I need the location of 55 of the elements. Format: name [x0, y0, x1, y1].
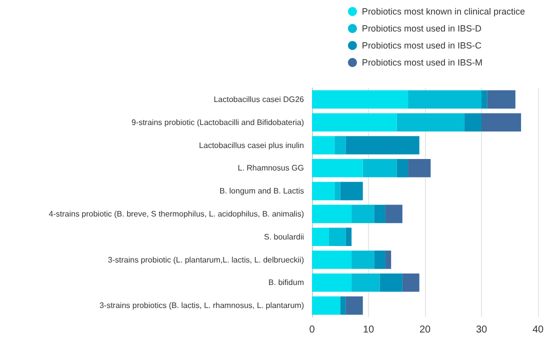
bar — [312, 182, 335, 200]
bar — [312, 296, 340, 315]
bar — [312, 113, 397, 132]
bar — [487, 90, 516, 109]
x-tick-label: 10 — [362, 324, 374, 336]
x-tick-label: 20 — [419, 324, 431, 336]
y-tick-label: B. bifidum — [268, 278, 304, 288]
bar — [362, 158, 397, 178]
bar — [385, 204, 402, 224]
bar — [352, 204, 374, 224]
x-tick-label: 40 — [532, 324, 544, 336]
y-tick-label: Lactobacillus casei plus inulin — [199, 140, 304, 150]
bar — [482, 113, 522, 132]
y-tick-label: 4-strains probiotic (B. breve, S thermophilus, L. acidophilus, B. animalis) — [48, 209, 304, 218]
x-tick-label: 30 — [476, 324, 488, 336]
y-tick-label: Lactobacillus casei DG26 — [214, 94, 305, 104]
bar — [340, 182, 363, 200]
bar — [312, 158, 363, 178]
bar — [312, 250, 352, 269]
bar — [385, 250, 392, 269]
x-tick-label: 0 — [309, 324, 316, 336]
bar — [352, 250, 374, 269]
bar — [346, 296, 363, 315]
legend-label: Probiotics most used in IBS-M — [362, 58, 482, 68]
bar — [402, 273, 420, 292]
bar — [312, 204, 352, 224]
bar — [482, 90, 488, 109]
bar — [464, 113, 482, 132]
y-tick-label: 3-strains probiotic (L. plantarum,L. lactis, L. delbrueckii) — [108, 255, 304, 264]
bar — [396, 158, 408, 178]
bar — [328, 228, 346, 246]
bar — [374, 204, 386, 224]
bar — [396, 113, 465, 132]
bar — [408, 90, 482, 109]
bar — [312, 90, 408, 109]
bar — [408, 158, 431, 178]
legend-label: Probiotics most known in clinical practice — [362, 6, 526, 16]
y-tick-label: B. longum and B. Lactis — [220, 186, 304, 196]
y-tick-label: 9-strains probiotic (Lactobacilli and Bifidobateria) — [131, 118, 304, 127]
bar — [374, 250, 386, 269]
bar — [380, 273, 402, 292]
bar — [334, 182, 340, 200]
bar — [346, 228, 352, 246]
legend-label: Probiotics most used in IBS-C — [362, 40, 482, 50]
y-tick-label: S. boulardii — [264, 232, 304, 242]
y-tick-label: L. Rhamnosus GG — [238, 164, 304, 173]
y-tick-label: 3-strains probiotics (B. lactis, L. rhamnosus, L. plantarum) — [99, 301, 304, 310]
bar — [346, 136, 420, 154]
bar — [312, 228, 329, 246]
legend-label: Probiotics most used in IBS-D — [362, 24, 482, 34]
bar — [352, 273, 380, 292]
bar — [312, 273, 352, 292]
bar — [334, 136, 346, 154]
bar — [312, 136, 335, 154]
bar — [340, 296, 346, 315]
